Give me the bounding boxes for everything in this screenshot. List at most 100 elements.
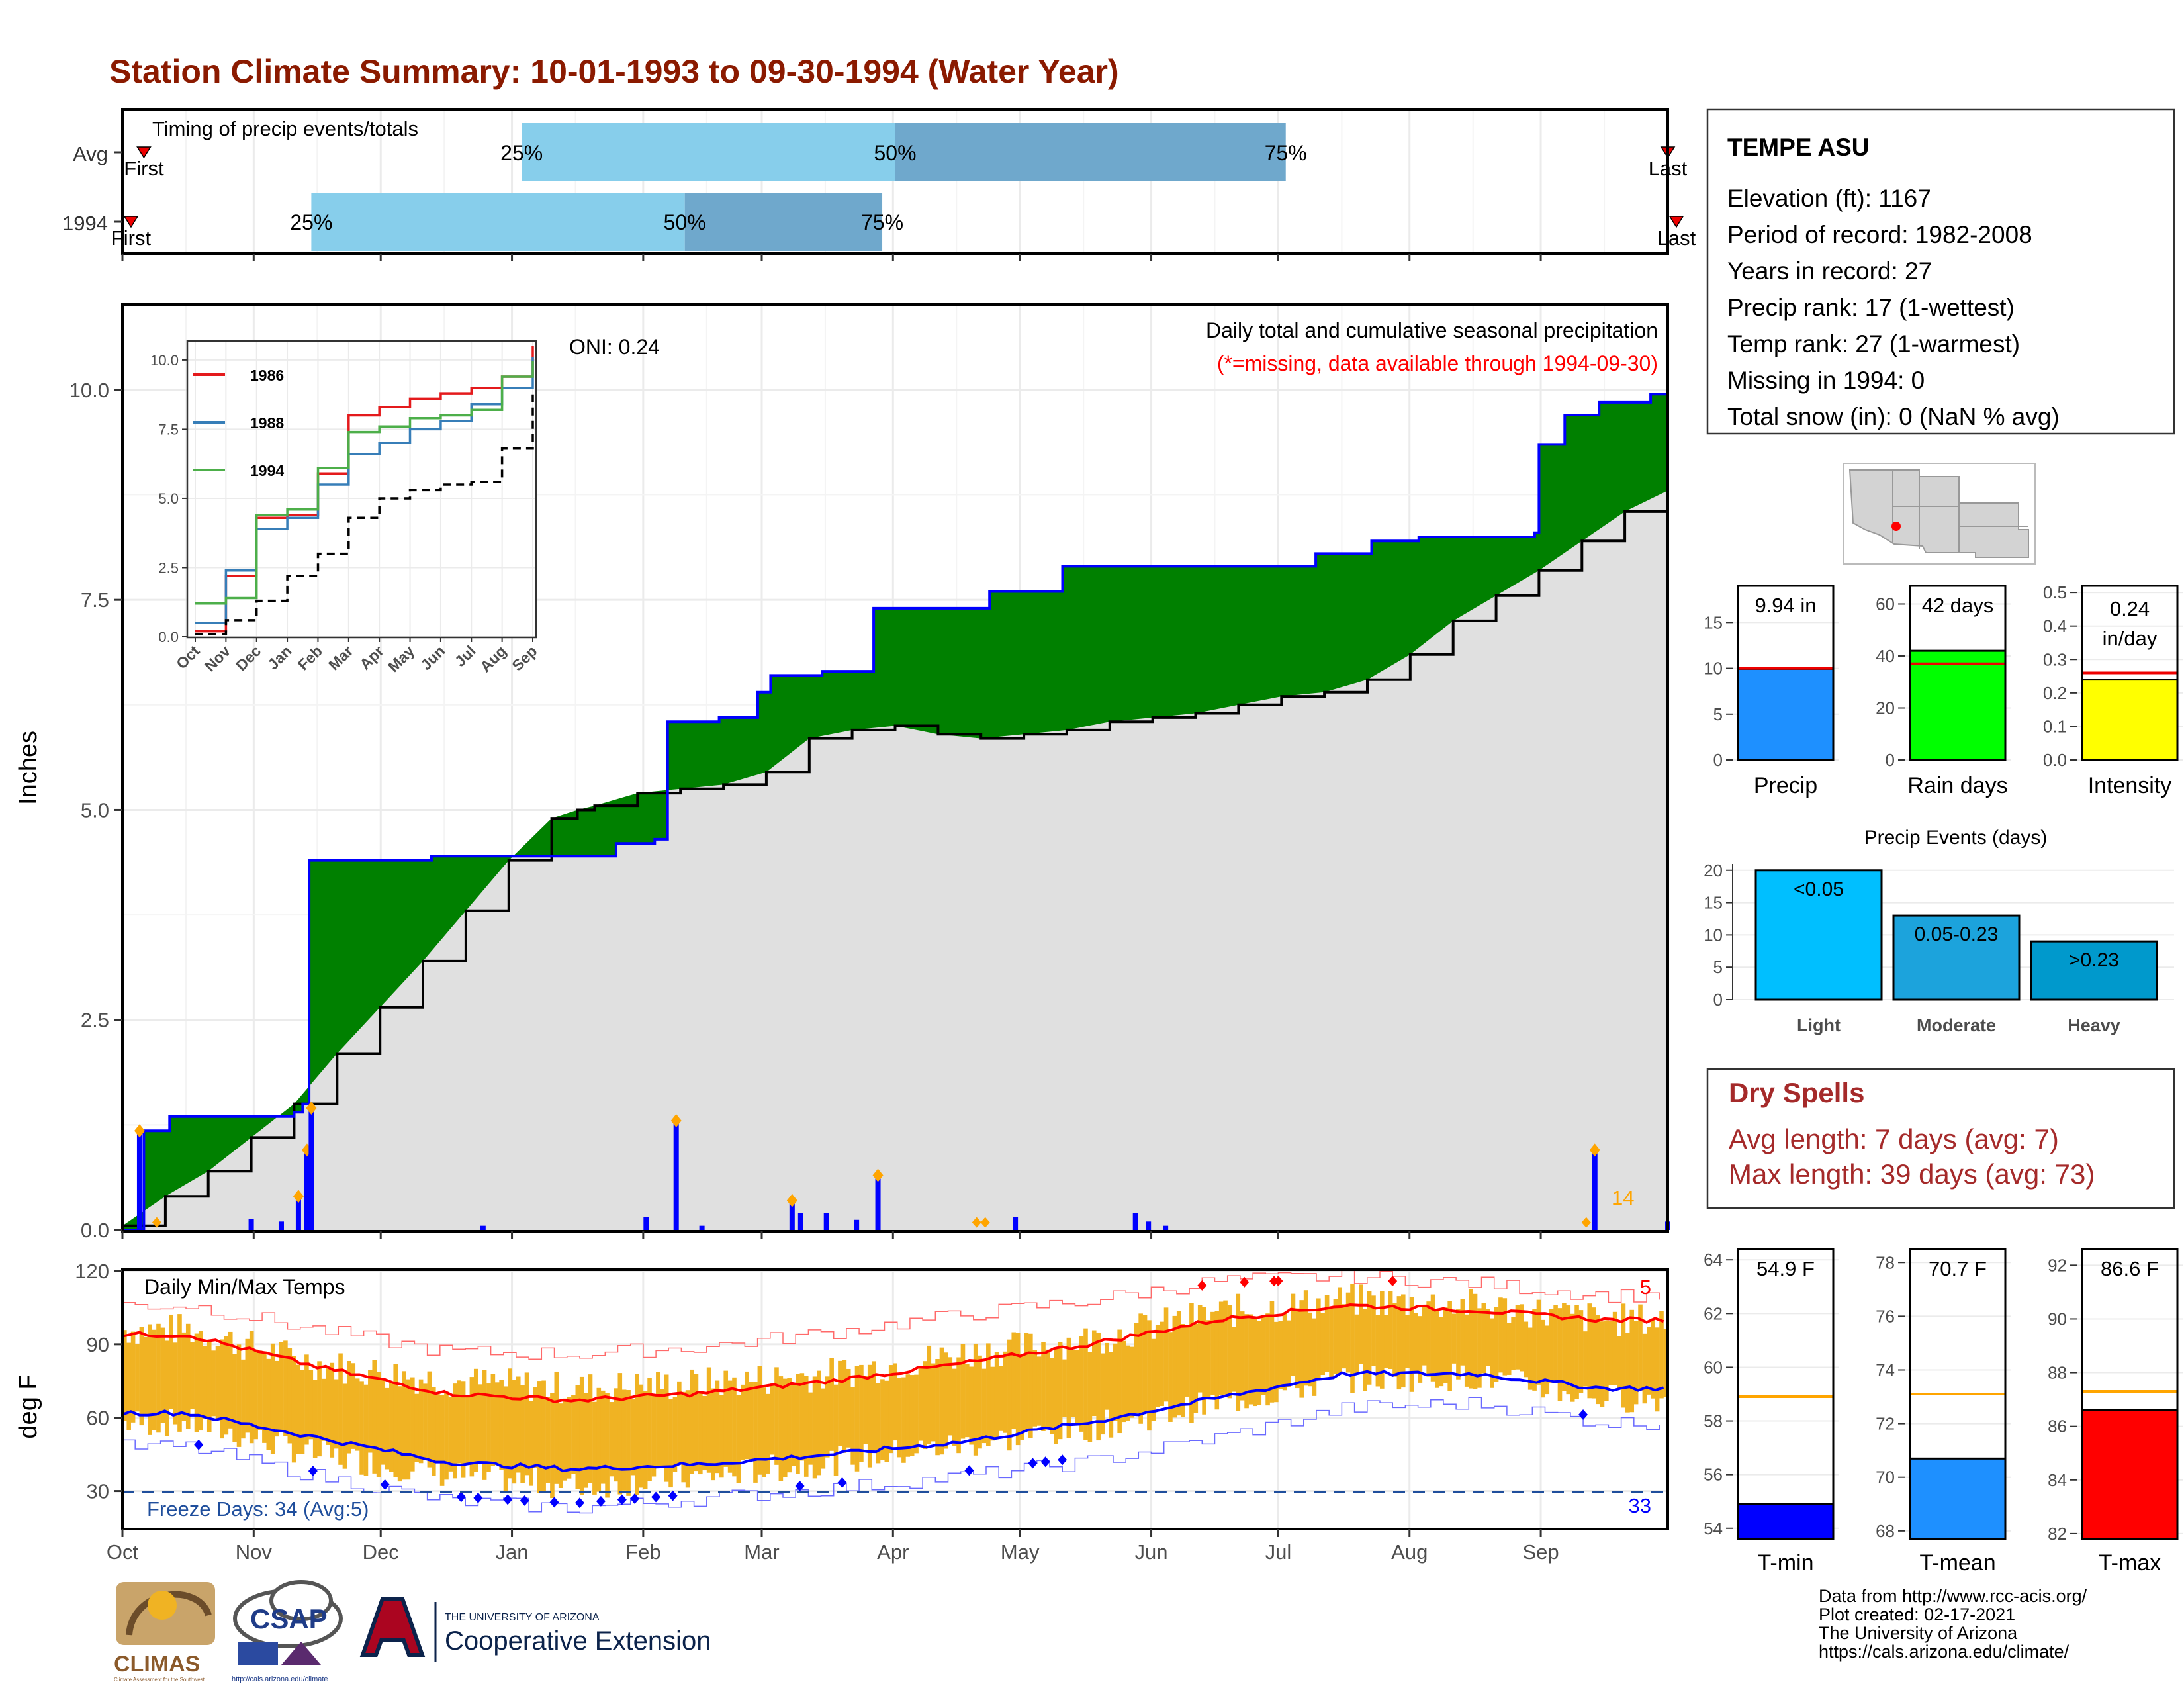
daily-temp-bar xyxy=(338,1353,343,1465)
record-low-marker xyxy=(651,1491,661,1503)
daily-temp-bar xyxy=(838,1360,842,1446)
daily-temp-bar xyxy=(1405,1315,1410,1368)
daily-temp-bar xyxy=(185,1323,191,1429)
station-info-box: TEMPE ASU Elevation (ft): 1167 Period of… xyxy=(1706,108,2175,435)
daily-temp-bar xyxy=(842,1360,847,1453)
inset-y-tick-label: 2.5 xyxy=(158,559,179,576)
daily-precip-bar xyxy=(308,1107,314,1230)
daily-temp-bar xyxy=(905,1374,911,1457)
precip-summary-y-tick-label: 60 xyxy=(1876,594,1895,614)
footer-line: The University of Arizona xyxy=(1819,1623,2018,1643)
precip-summary-category-label: Rain days xyxy=(1907,773,2007,798)
record-high-marker xyxy=(1197,1280,1207,1291)
month-label: Jul xyxy=(1265,1540,1292,1564)
daily-temp-bar xyxy=(1520,1304,1524,1372)
daily-temp-bar xyxy=(1363,1309,1367,1391)
daily-temp-bar xyxy=(1003,1351,1008,1433)
csap-mountain xyxy=(281,1642,321,1665)
last-event-label: Last xyxy=(1657,226,1696,250)
record-low-marker xyxy=(1578,1409,1588,1421)
daily-temp-bar xyxy=(499,1380,504,1470)
daily-temp-bar xyxy=(206,1340,212,1432)
daily-temp-bar xyxy=(990,1366,995,1441)
temp-summary-value-label: 54.9 F xyxy=(1756,1257,1815,1280)
daily-temp-bar xyxy=(694,1374,699,1472)
daily-temp-bar xyxy=(859,1364,864,1462)
temp-summary-y-tick-label: 60 xyxy=(1704,1357,1723,1377)
record-high-marker xyxy=(1240,1276,1250,1288)
dry-spells-box: Dry Spells Avg length: 7 days (avg: 7) M… xyxy=(1706,1068,2175,1209)
footer-line: Plot created: 02-17-2021 xyxy=(1819,1605,2015,1624)
daily-temp-bar xyxy=(1232,1327,1236,1392)
daily-temp-bar xyxy=(1240,1311,1245,1401)
daily-temp-bar xyxy=(190,1342,195,1409)
daily-temp-bar xyxy=(490,1374,496,1466)
precip-panel-frame xyxy=(121,303,1669,1233)
temp-summary-category-label: T-min xyxy=(1758,1550,1814,1575)
daily-temp-bar xyxy=(605,1393,610,1498)
timing-bar-25-50 xyxy=(311,193,685,251)
daily-temp-bar xyxy=(681,1391,686,1483)
daily-temp-bar xyxy=(410,1377,415,1472)
daily-temp-bar xyxy=(1041,1342,1046,1431)
daily-temp-bar xyxy=(1257,1321,1262,1405)
precip-summary-category-label: Intensity xyxy=(2088,773,2172,798)
daily-temp-bar xyxy=(626,1390,631,1496)
record-low-marker xyxy=(456,1491,466,1503)
daily-temp-bar xyxy=(994,1352,999,1439)
daily-temp-bar xyxy=(1197,1305,1203,1393)
daily-temp-bar xyxy=(1617,1336,1621,1389)
events-y-tick-label: 0 xyxy=(1713,990,1723,1009)
daily-temp-bar xyxy=(914,1374,919,1454)
daily-temp-bar xyxy=(1142,1315,1148,1413)
daily-precip-marker xyxy=(293,1190,304,1203)
daily-temp-bar xyxy=(690,1369,694,1474)
inset-y-tick-label: 10.0 xyxy=(150,352,179,369)
daily-temp-bar xyxy=(1375,1315,1381,1387)
daily-temp-bar xyxy=(1206,1320,1211,1399)
daily-temp-bar xyxy=(1121,1340,1126,1423)
daily-temp-bar xyxy=(969,1366,974,1445)
inset-x-tick-label: Jul xyxy=(451,642,479,670)
precip-panel: 0.0 2.5 5.0 7.5 10.0 Inches Daily total and … xyxy=(15,303,1670,1242)
timing-title: Timing of precip events/totals xyxy=(152,117,418,140)
daily-temp-bar xyxy=(1020,1354,1024,1440)
daily-temp-bar xyxy=(918,1366,923,1441)
daily-temp-bar xyxy=(524,1372,529,1476)
daily-temp-bar xyxy=(817,1370,821,1476)
record-low-marker xyxy=(1028,1458,1038,1469)
daily-temp-bar xyxy=(516,1376,521,1473)
precip-y-axis-label: Inches xyxy=(15,731,42,805)
record-low-marker xyxy=(795,1481,805,1492)
daily-temp-bar xyxy=(312,1380,318,1458)
daily-temp-bar xyxy=(1629,1309,1635,1413)
daily-temp-bar xyxy=(973,1343,978,1456)
daily-temp-bar xyxy=(194,1333,199,1432)
daily-temp-bar xyxy=(368,1370,373,1453)
temp-summary-frame xyxy=(2081,1248,2179,1540)
daily-temp-bar xyxy=(296,1364,300,1454)
daily-precip-marker xyxy=(786,1194,797,1207)
daily-temp-bar xyxy=(402,1371,406,1480)
daily-precip-bar xyxy=(797,1213,803,1230)
daily-temp-bar xyxy=(1583,1331,1588,1387)
events-y-tick-label: 20 xyxy=(1704,861,1723,880)
temp-summary-charts: 54 56 58 60 62 64 54.9 F T-min 68 70 72 74 76 78 70.7 … xyxy=(1704,1248,2183,1575)
daily-temp-bar xyxy=(1202,1307,1206,1415)
daily-temp-bar xyxy=(1342,1304,1347,1369)
daily-temp-bar xyxy=(1291,1293,1296,1376)
precip-y-tick-label: 0.0 xyxy=(81,1219,109,1242)
daily-temp-bar xyxy=(1147,1320,1152,1431)
daily-temp-bar xyxy=(1032,1350,1038,1427)
daily-temp-bar xyxy=(257,1350,263,1430)
daily-temp-bar xyxy=(177,1314,182,1432)
record-low-marker xyxy=(617,1494,627,1505)
daily-precip-bar xyxy=(248,1219,254,1230)
daily-temp-bar xyxy=(643,1391,648,1489)
daily-temp-bar xyxy=(1655,1327,1660,1412)
daily-temp-bar xyxy=(1545,1325,1550,1395)
inset-x-tick-label: Jan xyxy=(264,642,295,673)
daily-temp-bar xyxy=(702,1395,707,1471)
daily-temp-bar xyxy=(1316,1298,1321,1380)
temp-summary-y-tick-label: 84 xyxy=(2048,1470,2067,1490)
